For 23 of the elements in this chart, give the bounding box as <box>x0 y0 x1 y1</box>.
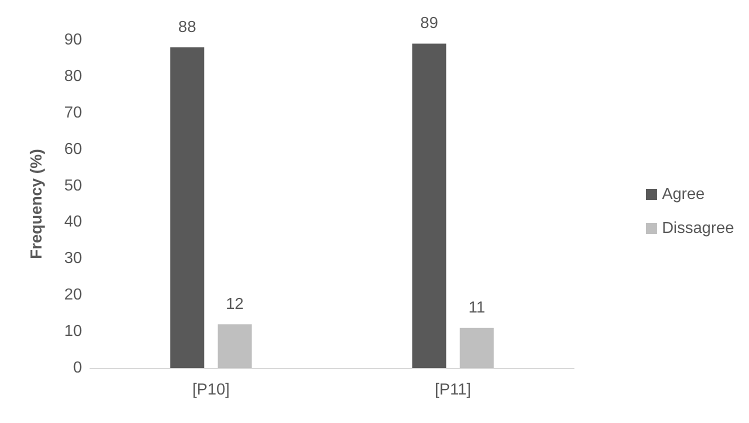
y-tick-label: 90 <box>64 32 82 48</box>
y-tick-label: 10 <box>64 323 82 340</box>
data-label: 11 <box>468 299 486 316</box>
y-tick-label: 50 <box>64 177 82 194</box>
bar <box>170 47 204 368</box>
legend-label: Agree <box>662 186 705 203</box>
data-label: 88 <box>178 18 196 36</box>
y-tick-label: 80 <box>64 68 82 85</box>
x-tick-label: [P11] <box>434 382 472 398</box>
x-tick-label: [P10] <box>192 382 230 398</box>
bar <box>460 328 494 368</box>
legend-label: Dissagree <box>662 220 734 237</box>
bar <box>412 44 446 368</box>
y-tick-label: 40 <box>64 214 82 231</box>
data-label: 89 <box>420 15 438 32</box>
y-tick-label: 70 <box>64 104 82 122</box>
y-tick-label: 60 <box>64 140 82 158</box>
bar <box>218 324 252 368</box>
y-tick-label: 30 <box>64 250 82 268</box>
y-axis-title: Frequency (%) <box>28 148 46 260</box>
y-tick-label: 20 <box>64 286 82 304</box>
data-label: 12 <box>226 296 244 313</box>
y-tick-label: 0 <box>73 360 82 376</box>
